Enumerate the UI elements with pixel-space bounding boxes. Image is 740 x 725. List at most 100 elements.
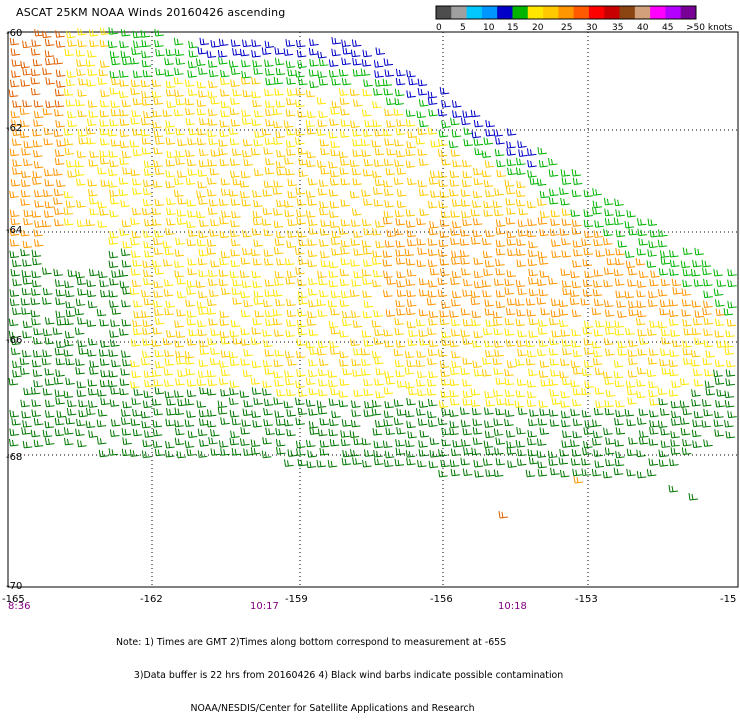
wind-barb: [88, 188, 98, 197]
wind-barb: [297, 278, 307, 287]
wind-barb: [77, 129, 88, 137]
wind-barb: [428, 460, 439, 469]
wind-barb: [396, 289, 407, 297]
wind-barb: [636, 470, 647, 479]
wind-barb: [63, 137, 74, 146]
wind-barb: [495, 137, 505, 145]
wind-barb: [704, 368, 714, 377]
wind-barb: [308, 408, 318, 416]
wind-barb: [560, 400, 570, 408]
wind-barb: [30, 68, 41, 77]
wind-barb: [88, 110, 99, 118]
wind-barb: [196, 99, 207, 107]
wind-barb: [22, 240, 33, 249]
wind-barb: [657, 288, 668, 297]
wind-barb: [174, 67, 184, 76]
wind-barb: [528, 317, 539, 326]
wind-barb: [63, 349, 74, 357]
wind-barb: [330, 387, 340, 396]
wind-barb: [624, 250, 635, 259]
wind-barb: [394, 458, 405, 467]
wind-barb: [329, 220, 340, 228]
legend-swatch: [650, 6, 666, 19]
wind-barb: [448, 140, 459, 149]
wind-barb: [12, 307, 22, 315]
wind-barb: [131, 207, 142, 216]
wind-barb: [517, 348, 527, 357]
wind-barb: [23, 387, 33, 396]
wind-barb: [177, 138, 187, 147]
wind-barb: [571, 340, 581, 348]
wind-barb: [725, 378, 735, 386]
lat-label: -64: [6, 225, 22, 236]
wind-barb: [338, 68, 349, 77]
wind-barb: [165, 137, 176, 145]
wind-barb: [198, 230, 208, 239]
wind-barb: [670, 329, 680, 337]
wind-barb: [307, 259, 317, 268]
wind-barb: [636, 449, 646, 458]
wind-barb: [406, 229, 417, 238]
wind-barb: [506, 360, 517, 368]
wind-barb: [287, 358, 297, 366]
wind-barb: [185, 367, 196, 376]
legend-swatch: [466, 6, 483, 19]
wind-barb: [109, 50, 120, 59]
wind-barb: [265, 100, 275, 108]
wind-barb: [690, 359, 701, 367]
wind-barb: [63, 88, 74, 96]
wind-barb: [383, 210, 394, 219]
wind-barb: [472, 217, 483, 226]
wind-barb: [331, 410, 341, 419]
wind-barb: [196, 378, 207, 386]
wind-barb: [218, 269, 229, 277]
wind-barb: [165, 169, 175, 178]
wind-barb: [132, 319, 142, 328]
wind-barb: [176, 308, 186, 317]
wind-barb: [583, 230, 594, 239]
legend-label: 15: [507, 23, 518, 33]
wind-barb: [592, 419, 602, 427]
wind-barb: [164, 307, 174, 316]
wind-barb: [351, 358, 361, 367]
wind-barb: [9, 298, 20, 307]
wind-barb: [493, 418, 503, 426]
wind-barb: [393, 227, 404, 236]
wind-barb: [252, 99, 262, 108]
wind-barb: [111, 307, 121, 315]
wind-barb: [362, 168, 373, 177]
wind-barb: [263, 418, 273, 427]
wind-barb: [242, 247, 252, 256]
wind-barb: [85, 218, 96, 227]
wind-barb: [396, 408, 407, 416]
legend-swatch: [512, 6, 529, 19]
wind-barb: [64, 338, 74, 347]
wind-barb: [691, 398, 701, 407]
wind-barb: [143, 370, 154, 378]
wind-barb: [539, 210, 550, 219]
wind-barb: [274, 238, 285, 246]
note-line: 3)Data buffer is 22 hrs from 20160426 4)…: [116, 670, 564, 681]
wind-barb: [22, 277, 33, 285]
wind-barb: [8, 377, 19, 386]
wind-barb: [626, 468, 636, 477]
wind-barb: [264, 68, 275, 76]
wind-barb: [296, 448, 306, 456]
wind-barb: [393, 348, 404, 357]
wind-barb: [417, 418, 428, 426]
latitude-labels: -60 -62 -64 -66 -68 -70: [6, 28, 22, 592]
wind-barb: [210, 218, 220, 227]
wind-barb: [561, 237, 571, 246]
wind-barb: [274, 270, 285, 279]
wind-barb: [395, 249, 405, 257]
wind-barb: [528, 288, 539, 297]
wind-barb: [437, 417, 448, 426]
wind-barb: [404, 439, 415, 448]
wind-barb: [437, 349, 448, 357]
wind-barb: [142, 198, 153, 207]
wind-barb: [349, 88, 360, 97]
wind-barb: [473, 119, 484, 128]
wind-barb: [229, 270, 240, 279]
wind-barb: [580, 297, 591, 306]
wind-barb: [121, 448, 132, 457]
